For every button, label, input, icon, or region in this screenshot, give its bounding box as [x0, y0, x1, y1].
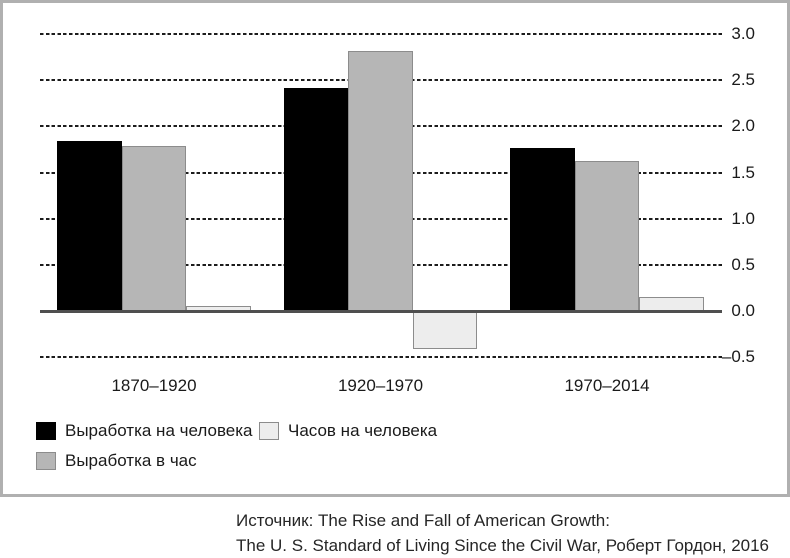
legend-swatch	[36, 422, 56, 440]
bar-series1-group2	[574, 161, 640, 311]
legend-label: Выработка на человека	[65, 421, 253, 440]
x-axis-label: 1870–1920	[111, 376, 197, 395]
y-axis-tick-label: 2.0	[731, 116, 755, 136]
y-axis-tick-label: 0.0	[731, 301, 755, 320]
plot-area: 3.0 2.5 2.0 1.5 1.0 0.5 0.0 –0.5 1870–1920 1920–1…	[3, 3, 787, 494]
y-axis-tick-label: –0.5	[721, 347, 755, 367]
x-axis-baseline	[40, 310, 722, 313]
bar-series0-group1	[283, 88, 349, 311]
gridline	[40, 33, 722, 35]
y-axis-tick-label: 2.5	[731, 70, 755, 90]
bar-series2-group1	[412, 311, 478, 349]
legend-label: Выработка в час	[65, 451, 197, 470]
bar-series2-group2	[639, 297, 704, 311]
gridline	[40, 356, 722, 359]
source-line-1: Источник: The Rise and Fall of American …	[236, 511, 610, 530]
legend-swatch	[36, 452, 56, 470]
bar-series1-group1	[348, 50, 413, 311]
x-axis-label: 1920–1970	[337, 376, 424, 395]
y-axis-tick-label: 0.5	[731, 254, 755, 274]
y-axis-tick-label: 3.0	[731, 24, 755, 43]
x-axis-label: 1970–2014	[564, 376, 650, 395]
legend-swatch	[259, 422, 279, 440]
bar-series0-group2	[510, 147, 575, 311]
legend-item: Часов на человека	[259, 421, 437, 441]
chart-panel: 3.0 2.5 2.0 1.5 1.0 0.5 0.0 –0.5 1870–1920 1920–1…	[0, 0, 790, 497]
source-line-2: The U. S. Standard of Living Since the C…	[236, 536, 770, 555]
bar-series1-group0	[121, 145, 187, 311]
legend-item: Выработка на человека	[36, 421, 259, 441]
legend-label: Часов на человека	[288, 421, 438, 440]
bar-series0-group0	[57, 141, 122, 311]
legend: Выработка на человека Часов на человека Вы…	[36, 421, 437, 471]
y-axis-tick-label: 1.0	[731, 208, 755, 228]
legend-item: Выработка в час	[36, 451, 259, 471]
source-caption: Источник: The Rise and Fall of American …	[236, 508, 769, 558]
y-axis-tick-label: 1.5	[731, 162, 755, 182]
